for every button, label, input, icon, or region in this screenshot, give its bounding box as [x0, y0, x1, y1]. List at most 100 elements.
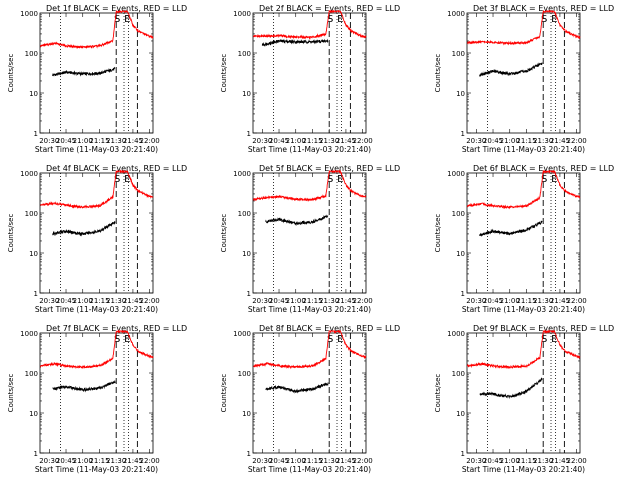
- x-tick-label: 21:00: [286, 297, 306, 305]
- lld-series-line: [253, 329, 367, 370]
- start-marker-label: S: [114, 14, 120, 25]
- x-tick-label: 20:30: [466, 297, 486, 305]
- lld-series-line: [466, 169, 581, 210]
- y-tick-label: 1: [461, 290, 465, 298]
- panel-title: Det 5f BLACK = Events, RED = LLD: [259, 164, 400, 173]
- y-tick-label: 100: [238, 210, 251, 218]
- events-series-line: [479, 62, 543, 77]
- end-marker-label: E: [124, 14, 130, 25]
- plot-frame: [466, 172, 581, 294]
- x-tick-label: 22:00: [140, 137, 160, 145]
- y-tick-label: 1: [34, 450, 38, 458]
- lld-series-line: [39, 329, 154, 370]
- x-tick-label: 21:45: [123, 297, 143, 305]
- x-tick-label: 21:30: [533, 297, 553, 305]
- x-tick-label: 21:45: [123, 137, 143, 145]
- panel-title: Det 6f BLACK = Events, RED = LLD: [473, 164, 614, 173]
- y-tick-label: 1000: [233, 330, 251, 338]
- detector-panel-4: Det 4f BLACK = Events, RED = LLD 1 10 100 10…: [7, 164, 187, 314]
- x-axis-label: Start Time (11-May-03 20:21:40): [248, 145, 371, 154]
- x-tick-label: 21:30: [533, 457, 553, 465]
- events-series-line: [479, 377, 543, 399]
- detector-panel-1: Det 1f BLACK = Events, RED = LLD 1 10 100 10…: [7, 4, 187, 154]
- plot-frame: [39, 332, 154, 454]
- y-tick-label: 1000: [20, 170, 38, 178]
- x-axis-label: Start Time (11-May-03 20:21:40): [35, 145, 158, 154]
- events-series-line: [52, 221, 116, 237]
- x-tick-label: 20:30: [39, 137, 59, 145]
- y-axis-label: Counts/sec: [434, 54, 442, 93]
- y-tick-label: 1: [461, 130, 465, 138]
- x-axis-label: Start Time (11-May-03 20:21:40): [35, 465, 158, 474]
- x-tick-label: 20:45: [483, 297, 503, 305]
- y-axis-label: Counts/sec: [220, 54, 228, 93]
- y-axis-label: Counts/sec: [220, 374, 228, 413]
- detector-panel-9: Det 9f BLACK = Events, RED = LLD 1 10 100 10…: [434, 324, 614, 474]
- y-tick-label: 1000: [20, 330, 38, 338]
- y-tick-label: 1: [34, 130, 38, 138]
- x-tick-label: 21:15: [89, 137, 109, 145]
- y-axis-label: Counts/sec: [220, 214, 228, 253]
- events-series-line: [265, 214, 329, 227]
- y-tick-label: 1: [247, 290, 251, 298]
- plot-frame: [466, 12, 581, 134]
- y-tick-label: 10: [29, 250, 38, 258]
- x-tick-label: 21:30: [106, 457, 126, 465]
- x-tick-label: 20:45: [483, 137, 503, 145]
- x-tick-label: 20:45: [483, 457, 503, 465]
- start-marker-label: S: [114, 334, 120, 345]
- x-tick-label: 21:15: [516, 297, 536, 305]
- x-tick-label: 21:00: [286, 137, 306, 145]
- end-marker-label: E: [337, 14, 343, 25]
- end-marker-label: E: [551, 14, 557, 25]
- x-tick-label: 20:30: [466, 137, 486, 145]
- x-tick-label: 20:30: [466, 457, 486, 465]
- x-tick-label: 22:00: [567, 137, 587, 145]
- start-marker-label: S: [114, 174, 120, 185]
- y-tick-label: 100: [452, 50, 465, 58]
- lld-series-line: [252, 9, 367, 40]
- y-tick-label: 1000: [447, 170, 465, 178]
- y-tick-label: 1: [247, 130, 251, 138]
- x-axis-label: Start Time (11-May-03 20:21:40): [462, 145, 585, 154]
- start-marker-label: S: [327, 334, 333, 345]
- y-tick-label: 1000: [233, 10, 251, 18]
- y-tick-label: 1000: [20, 10, 38, 18]
- y-axis-label: Counts/sec: [7, 214, 15, 253]
- x-tick-label: 20:45: [269, 297, 289, 305]
- lld-series-line: [252, 169, 367, 202]
- x-tick-label: 21:45: [336, 297, 356, 305]
- y-tick-label: 100: [452, 210, 465, 218]
- x-tick-label: 21:15: [89, 457, 109, 465]
- end-marker-label: E: [337, 174, 343, 185]
- x-tick-label: 21:15: [302, 457, 322, 465]
- x-tick-label: 22:00: [353, 137, 373, 145]
- start-marker-label: S: [327, 174, 333, 185]
- plot-frame: [466, 332, 581, 454]
- end-marker-label: E: [551, 174, 557, 185]
- detector-panel-8: Det 8f BLACK = Events, RED = LLD 1 10 100 10…: [220, 324, 400, 474]
- detector-panel-5: Det 5f BLACK = Events, RED = LLD 1 10 100 10…: [220, 164, 400, 314]
- y-tick-label: 100: [238, 50, 251, 58]
- x-tick-label: 21:30: [106, 297, 126, 305]
- x-tick-label: 21:45: [550, 137, 570, 145]
- x-tick-label: 20:45: [56, 297, 76, 305]
- events-series-line: [265, 382, 329, 394]
- y-tick-label: 1: [461, 450, 465, 458]
- y-tick-label: 100: [25, 50, 38, 58]
- x-tick-label: 20:30: [252, 137, 272, 145]
- end-marker-label: E: [551, 334, 557, 345]
- panel-title: Det 2f BLACK = Events, RED = LLD: [259, 4, 400, 13]
- y-tick-label: 1: [247, 450, 251, 458]
- x-tick-label: 20:45: [269, 457, 289, 465]
- y-tick-label: 1: [34, 290, 38, 298]
- x-tick-label: 21:30: [106, 137, 126, 145]
- x-tick-label: 21:00: [73, 297, 93, 305]
- end-marker-label: E: [337, 334, 343, 345]
- y-tick-label: 100: [25, 210, 38, 218]
- start-marker-label: S: [541, 174, 547, 185]
- x-tick-label: 20:45: [56, 137, 76, 145]
- x-tick-label: 21:45: [123, 457, 143, 465]
- x-tick-label: 21:00: [286, 457, 306, 465]
- panel-title: Det 8f BLACK = Events, RED = LLD: [259, 324, 400, 333]
